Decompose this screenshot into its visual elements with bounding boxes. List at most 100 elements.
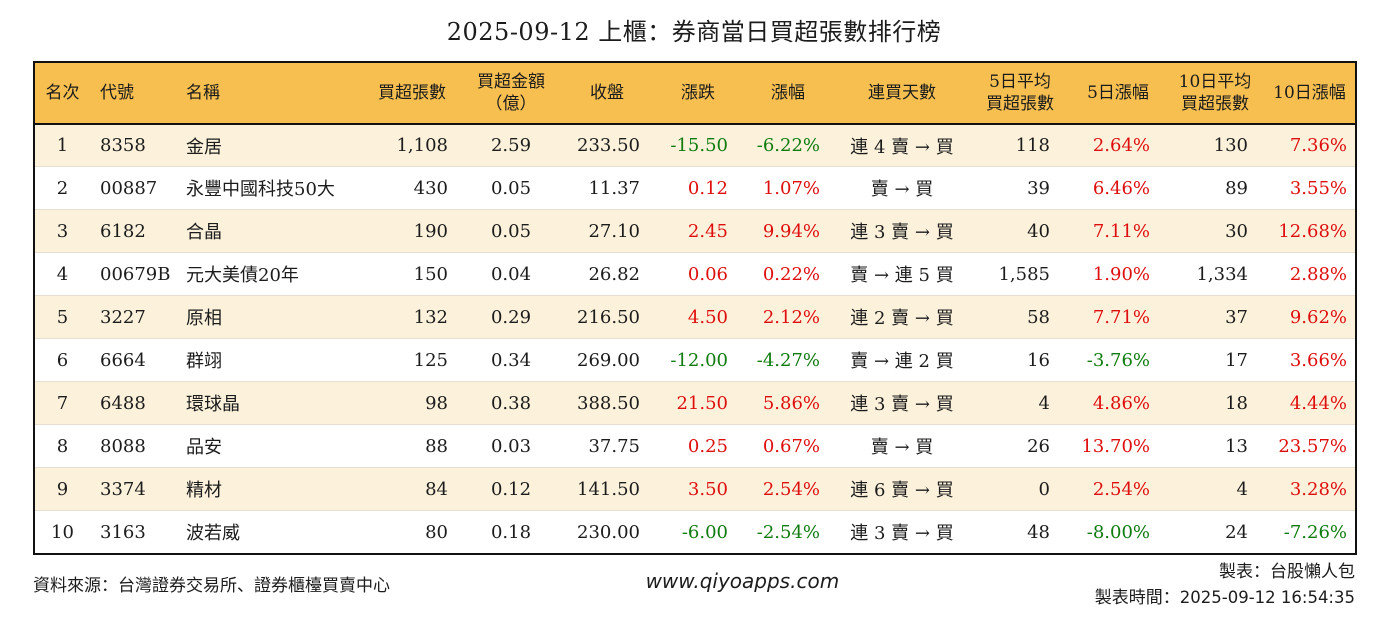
cell-vol: 80 bbox=[362, 510, 462, 554]
cell-rank: 4 bbox=[34, 252, 90, 296]
column-header-rank: 名次 bbox=[34, 61, 90, 125]
cell-close: 388.50 bbox=[560, 381, 654, 425]
cell-code: 3163 bbox=[90, 510, 182, 554]
column-header-net-buy-vol: 買超張數 bbox=[362, 61, 462, 125]
cell-vol: 132 bbox=[362, 295, 462, 339]
column-header-avg5-vol: 5日平均 買超張數 bbox=[970, 61, 1070, 125]
maker-line: 製表：台股懶人包 bbox=[1219, 561, 1355, 582]
cell-pct5: 2.64% bbox=[1092, 135, 1150, 157]
website-url: www.qiyoapps.com bbox=[645, 568, 840, 593]
cell-pct5: 7.71% bbox=[1070, 295, 1166, 339]
cell-name: 金居 bbox=[186, 136, 222, 158]
cell-name: 永豐中國科技50大 bbox=[182, 166, 362, 210]
cell-streak: 賣 → 連 2 買 bbox=[834, 338, 970, 382]
column-header-change: 漲跌 bbox=[654, 61, 742, 125]
cell-pct10: 3.55% bbox=[1264, 166, 1356, 210]
cell-streak: 連 2 賣 → 買 bbox=[834, 295, 970, 339]
cell-code: 3227 bbox=[90, 295, 182, 339]
cell-streak: 連 4 賣 → 買 bbox=[850, 136, 954, 158]
cell-name: 品安 bbox=[182, 424, 362, 468]
cell-avg10: 37 bbox=[1166, 295, 1264, 339]
footer: 資料來源：台灣證券交易所、證券櫃檯買賣中心 www.qiyoapps.com 製… bbox=[0, 559, 1388, 611]
column-header-buy-streak: 連買天數 bbox=[834, 61, 970, 125]
cell-avg5: 26 bbox=[970, 424, 1070, 468]
cell-code: 8358 bbox=[100, 135, 146, 157]
cell-pct10: 2.88% bbox=[1264, 252, 1356, 296]
cell-amt: 2.59 bbox=[490, 135, 532, 157]
cell-close: 216.50 bbox=[560, 295, 654, 339]
cell-vol: 88 bbox=[362, 424, 462, 468]
table-row: 6 6664 群翊 125 0.34 269.00 -12.00 -4.27% 賣 → 連 2 … bbox=[34, 338, 1356, 382]
timestamp-value: 2025-09-12 16:54:35 bbox=[1179, 587, 1355, 607]
cell-pct5: 6.46% bbox=[1070, 166, 1166, 210]
cell-chg_pct: 0.67% bbox=[742, 424, 834, 468]
cell-close: 269.00 bbox=[560, 338, 654, 382]
cell-avg5: 4 bbox=[970, 381, 1070, 425]
cell-pct10: 4.44% bbox=[1264, 381, 1356, 425]
cell-vol: 190 bbox=[362, 209, 462, 253]
cell-avg5: 58 bbox=[970, 295, 1070, 339]
cell-name: 元大美債20年 bbox=[182, 252, 362, 296]
cell-rank: 6 bbox=[34, 338, 90, 382]
cell-avg5: 118 bbox=[1015, 135, 1050, 157]
cell-pct10: 12.68% bbox=[1264, 209, 1356, 253]
cell-vol: 150 bbox=[362, 252, 462, 296]
cell-code: 3374 bbox=[90, 467, 182, 511]
cell-chg: 4.50 bbox=[654, 295, 742, 339]
cell-rank: 8 bbox=[34, 424, 90, 468]
cell-close: 141.50 bbox=[560, 467, 654, 511]
table-row: 5 3227 原相 132 0.29 216.50 4.50 2.12% 連 2 賣 → 買 58… bbox=[34, 295, 1356, 339]
cell-name: 原相 bbox=[182, 295, 362, 339]
cell-avg10: 130 bbox=[1213, 135, 1248, 157]
cell-pct5: 4.86% bbox=[1070, 381, 1166, 425]
cell-pct5: -8.00% bbox=[1070, 510, 1166, 554]
table-row: 10 3163 波若威 80 0.18 230.00 -6.00 -2.54% 連 3 賣 → … bbox=[34, 510, 1356, 554]
table-row: 9 3374 精材 84 0.12 141.50 3.50 2.54% 連 6 賣 → 買 0 2.… bbox=[34, 467, 1356, 511]
cell-rank: 7 bbox=[34, 381, 90, 425]
cell-streak: 賣 → 買 bbox=[834, 166, 970, 210]
cell-rank: 10 bbox=[34, 510, 90, 554]
cell-avg5: 39 bbox=[970, 166, 1070, 210]
cell-vol: 125 bbox=[362, 338, 462, 382]
cell-chg_pct: 1.07% bbox=[742, 166, 834, 210]
cell-name: 精材 bbox=[182, 467, 362, 511]
cell-streak: 連 3 賣 → 買 bbox=[834, 510, 970, 554]
cell-rank: 5 bbox=[34, 295, 90, 339]
table-row: 1 8358 金居 1,108 2.59 233.50 -15.50 -6.22% 連 4 賣 … bbox=[34, 123, 1356, 167]
data-source-note: 資料來源：台灣證券交易所、證券櫃檯買賣中心 bbox=[33, 575, 390, 596]
cell-avg5: 48 bbox=[970, 510, 1070, 554]
cell-chg: 2.45 bbox=[654, 209, 742, 253]
cell-avg10: 4 bbox=[1166, 467, 1264, 511]
cell-close: 26.82 bbox=[560, 252, 654, 296]
cell-avg5: 1,585 bbox=[970, 252, 1070, 296]
cell-streak: 連 3 賣 → 買 bbox=[834, 381, 970, 425]
cell-chg: 3.50 bbox=[654, 467, 742, 511]
cell-streak: 賣 → 買 bbox=[834, 424, 970, 468]
cell-streak: 賣 → 連 5 買 bbox=[834, 252, 970, 296]
cell-name: 群翊 bbox=[182, 338, 362, 382]
cell-amt: 0.05 bbox=[462, 209, 560, 253]
cell-code: 00679B bbox=[90, 252, 182, 296]
table-body: 1 8358 金居 1,108 2.59 233.50 -15.50 -6.22% 連 4 賣 … bbox=[34, 123, 1356, 554]
cell-close: 27.10 bbox=[560, 209, 654, 253]
column-header-change-pct: 漲幅 bbox=[742, 61, 834, 125]
cell-avg5: 16 bbox=[970, 338, 1070, 382]
cell-chg: -15.50 bbox=[670, 135, 728, 157]
cell-pct10: 3.66% bbox=[1264, 338, 1356, 382]
cell-avg10: 17 bbox=[1166, 338, 1264, 382]
cell-amt: 0.29 bbox=[462, 295, 560, 339]
cell-vol: 84 bbox=[362, 467, 462, 511]
cell-code: 6664 bbox=[90, 338, 182, 382]
cell-streak: 連 3 賣 → 買 bbox=[834, 209, 970, 253]
cell-code: 8088 bbox=[90, 424, 182, 468]
cell-name: 環球晶 bbox=[182, 381, 362, 425]
page-title: 2025-09-12 上櫃：券商當日買超張數排行榜 bbox=[446, 18, 942, 46]
table-row: 2 00887 永豐中國科技50大 430 0.05 11.37 0.12 1.07% 賣 → … bbox=[34, 166, 1356, 210]
cell-amt: 0.03 bbox=[462, 424, 560, 468]
credit-block: 製表：台股懶人包 製表時間：2025-09-12 16:54:35 bbox=[1095, 559, 1355, 611]
cell-avg10: 18 bbox=[1166, 381, 1264, 425]
cell-chg_pct: -6.22% bbox=[756, 135, 820, 157]
column-header-5d-change: 5日漲幅 bbox=[1070, 61, 1166, 125]
cell-avg5: 40 bbox=[970, 209, 1070, 253]
